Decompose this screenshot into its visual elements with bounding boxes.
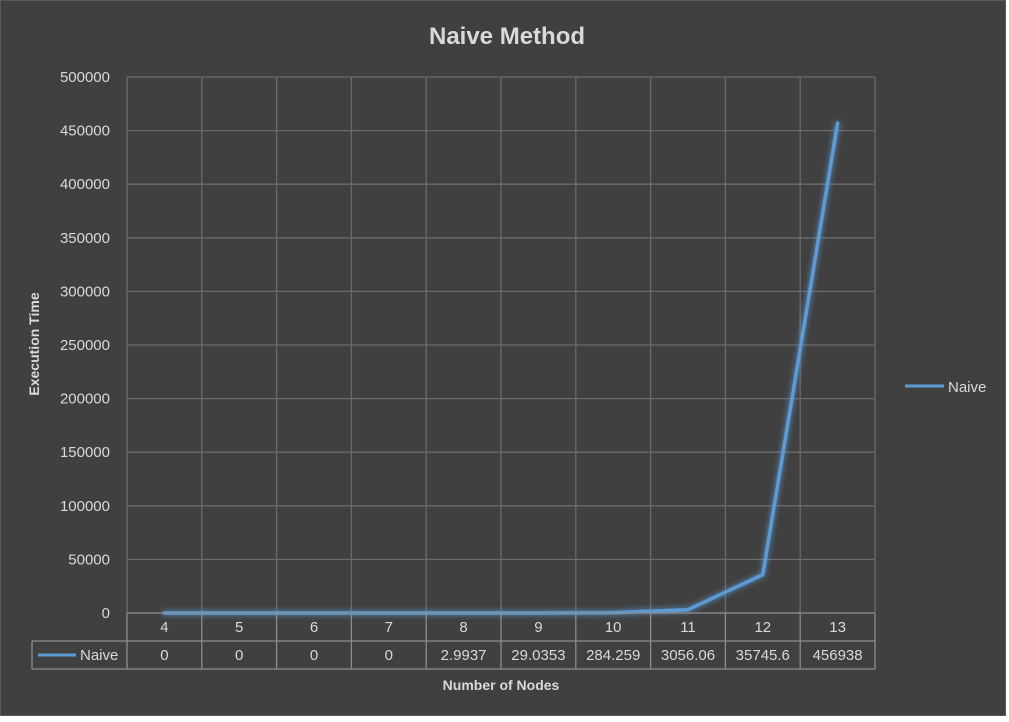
data-table-value: 29.0353	[511, 647, 565, 664]
data-table-value: 35745.6	[736, 647, 790, 664]
x-tick-label: 5	[235, 619, 243, 636]
data-table-value: 2.9937	[441, 647, 487, 664]
x-tick-label: 7	[385, 619, 393, 636]
x-tick-label: 10	[605, 619, 622, 636]
data-table-value: 0	[385, 647, 393, 664]
x-tick-label: 8	[459, 619, 467, 636]
y-tick-label: 100000	[60, 498, 110, 515]
y-tick-label: 200000	[60, 391, 110, 408]
y-tick-label: 150000	[60, 444, 110, 461]
data-table-value: 0	[235, 647, 243, 664]
data-table-value: 456938	[813, 647, 863, 664]
x-axis-label: Number of Nodes	[443, 677, 560, 693]
x-tick-label: 12	[754, 619, 771, 636]
y-tick-label: 0	[102, 605, 110, 622]
x-tick-label: 13	[829, 619, 846, 636]
chart-title: Naive Method	[429, 23, 585, 50]
y-tick-label: 400000	[60, 176, 110, 193]
data-table-value: 3056.06	[661, 647, 715, 664]
y-tick-label: 350000	[60, 230, 110, 247]
grid	[126, 76, 876, 614]
y-tick-label: 450000	[60, 123, 110, 140]
x-tick-label: 6	[310, 619, 318, 636]
data-table-value: 0	[310, 647, 318, 664]
y-tick-label: 300000	[60, 283, 110, 300]
data-table-series-label: Naive	[80, 647, 118, 664]
data-table: 4 5 6 7 8 9 10 11 12 13 0 0 0 0 2.9937 29.0353 284.259 30…	[31, 612, 876, 670]
data-table-value: 284.259	[586, 647, 640, 664]
x-tick-label: 4	[160, 619, 168, 636]
y-tick-labels: 0 50000 100000 150000 200000 250000 300000 3500…	[60, 69, 110, 622]
x-tick-label: 11	[680, 619, 696, 636]
y-axis-label: Execution Time	[26, 292, 42, 395]
y-tick-label: 250000	[60, 337, 110, 354]
data-table-value: 0	[160, 647, 168, 664]
y-tick-label: 50000	[68, 551, 110, 568]
legend: Naive	[905, 379, 986, 396]
x-tick-label: 9	[534, 619, 542, 636]
legend-label: Naive	[948, 379, 986, 396]
y-tick-label: 500000	[60, 69, 110, 86]
